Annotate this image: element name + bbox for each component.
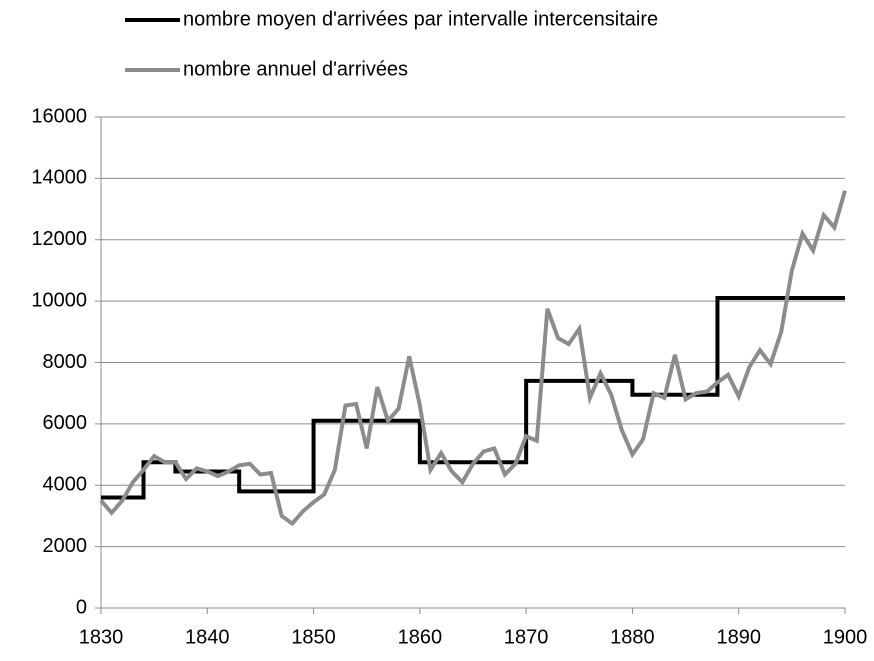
x-tick-label: 1880 [610,626,655,648]
y-tick-label: 0 [76,596,87,618]
y-tick-label: 8000 [43,351,88,373]
y-tick-label: 10000 [31,289,87,311]
legend-label: nombre annuel d'arrivées [183,58,408,80]
x-tick-label: 1860 [398,626,443,648]
y-tick-label: 16000 [31,105,87,127]
y-tick-label: 14000 [31,167,87,189]
x-tick-label: 1900 [823,626,868,648]
x-tick-label: 1840 [185,626,230,648]
series-line [99,190,847,527]
x-tick-label: 1870 [504,626,549,648]
x-tick-label: 1850 [291,626,336,648]
y-tick-label: 12000 [31,228,87,250]
x-tick-label: 1890 [716,626,761,648]
x-tick-label: 1830 [79,626,124,648]
y-tick-label: 6000 [43,412,88,434]
y-tick-label: 2000 [43,535,88,557]
y-tick-label: 4000 [43,474,88,496]
legend-label: nombre moyen d'arrivées par intervalle i… [183,8,658,30]
